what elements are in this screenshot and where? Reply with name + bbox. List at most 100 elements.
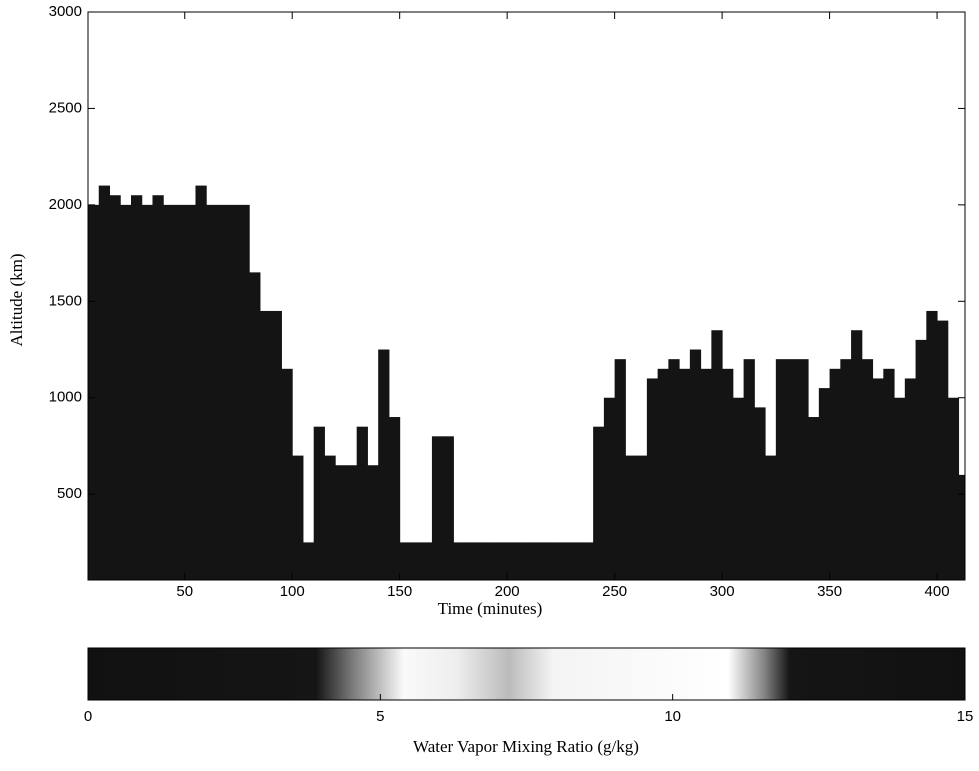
profile-column	[582, 542, 594, 580]
profile-column	[313, 426, 325, 580]
profile-column	[399, 542, 411, 580]
profile-column	[442, 436, 454, 580]
profile-column	[292, 455, 304, 580]
profile-column	[152, 195, 164, 580]
profile-column	[625, 455, 637, 580]
y-tick-label: 3000	[49, 3, 82, 20]
colorbar-tick-label: 5	[376, 708, 384, 725]
x-tick-label: 150	[387, 583, 412, 600]
x-tick-label: 100	[280, 583, 305, 600]
profile-column	[872, 378, 884, 580]
profile-column	[367, 465, 379, 580]
x-tick-label: 200	[495, 583, 520, 600]
profile-column	[281, 368, 293, 580]
profile-column	[388, 417, 401, 580]
profile-column	[700, 368, 712, 580]
y-tick-label: 1500	[49, 292, 82, 309]
colorbar-tick-label: 15	[957, 708, 974, 725]
profile-column	[593, 426, 605, 580]
profile-column	[302, 542, 315, 580]
profile-column	[216, 204, 229, 580]
x-axis-label: Time (minutes)	[438, 599, 543, 618]
profile-column	[507, 542, 519, 580]
profile-column	[249, 272, 261, 580]
y-axis-label: Altitude (km)	[7, 253, 26, 346]
profile-column	[883, 368, 895, 580]
profile-column	[829, 368, 841, 580]
profile-column	[851, 330, 863, 580]
x-tick-label: 50	[176, 583, 193, 600]
profile-column	[904, 378, 917, 580]
profile-column	[173, 204, 186, 580]
profile-column	[410, 542, 422, 580]
profile-column	[270, 310, 282, 580]
profile-column	[141, 204, 153, 580]
profile-column	[689, 349, 702, 580]
profile-column	[98, 185, 110, 580]
profile-column	[163, 204, 175, 580]
y-tick-label: 500	[57, 485, 82, 502]
profile-column	[528, 542, 540, 580]
profile-column	[668, 359, 680, 580]
profile-column	[926, 310, 938, 580]
profile-column	[324, 455, 336, 580]
profile-column	[485, 542, 497, 580]
profile-column	[550, 542, 562, 580]
profile-column	[797, 359, 809, 580]
profile-column	[786, 359, 798, 580]
x-tick-label: 250	[602, 583, 627, 600]
profile-column	[711, 330, 723, 580]
profile-column	[560, 542, 573, 580]
profile-column	[120, 204, 132, 580]
profile-column	[517, 542, 530, 580]
y-tick-label: 2500	[49, 99, 82, 116]
profile-column	[238, 204, 250, 580]
profile-column	[603, 397, 616, 580]
profile-column	[646, 378, 659, 580]
x-tick-label: 350	[817, 583, 842, 600]
profile-column	[496, 542, 508, 580]
profile-column	[636, 455, 648, 580]
profile-column	[227, 204, 239, 580]
profile-column	[464, 542, 476, 580]
x-tick-label: 300	[710, 583, 735, 600]
y-tick-label: 2000	[49, 196, 82, 213]
profile-column	[259, 310, 272, 580]
profile-column	[571, 542, 583, 580]
profile-column	[775, 359, 788, 580]
profile-column	[474, 542, 487, 580]
x-tick-label: 400	[925, 583, 950, 600]
colorbar-tick-label: 0	[84, 708, 92, 725]
profile-column	[947, 397, 960, 580]
profile-column	[345, 465, 358, 580]
profile-column	[818, 388, 831, 580]
profile-column	[765, 455, 777, 580]
profile-column	[109, 195, 121, 580]
plot-frame	[87, 11, 966, 581]
colorbar-label: Water Vapor Mixing Ratio (g/kg)	[413, 737, 639, 756]
profile-column	[378, 349, 390, 580]
profile-column	[743, 359, 755, 580]
profile-column	[679, 368, 691, 580]
profile-column	[356, 426, 368, 580]
profile-column	[614, 359, 626, 580]
profile-column	[937, 320, 949, 580]
profile-column	[894, 397, 906, 580]
profile-column	[184, 204, 196, 580]
profile-column	[195, 185, 207, 580]
profile-column	[861, 359, 874, 580]
profile-column	[453, 542, 465, 580]
profile-column	[840, 359, 852, 580]
profile-column	[808, 417, 820, 580]
y-tick-label: 1000	[49, 389, 82, 406]
colorbar	[87, 647, 966, 701]
profile-column	[657, 368, 669, 580]
profile-column	[431, 436, 444, 580]
profile-column	[722, 368, 734, 580]
profile-column	[206, 204, 218, 580]
profile-column	[335, 465, 347, 580]
profile-column	[130, 195, 143, 580]
profile-column	[958, 474, 966, 580]
colorbar-tick-label: 10	[664, 708, 681, 725]
